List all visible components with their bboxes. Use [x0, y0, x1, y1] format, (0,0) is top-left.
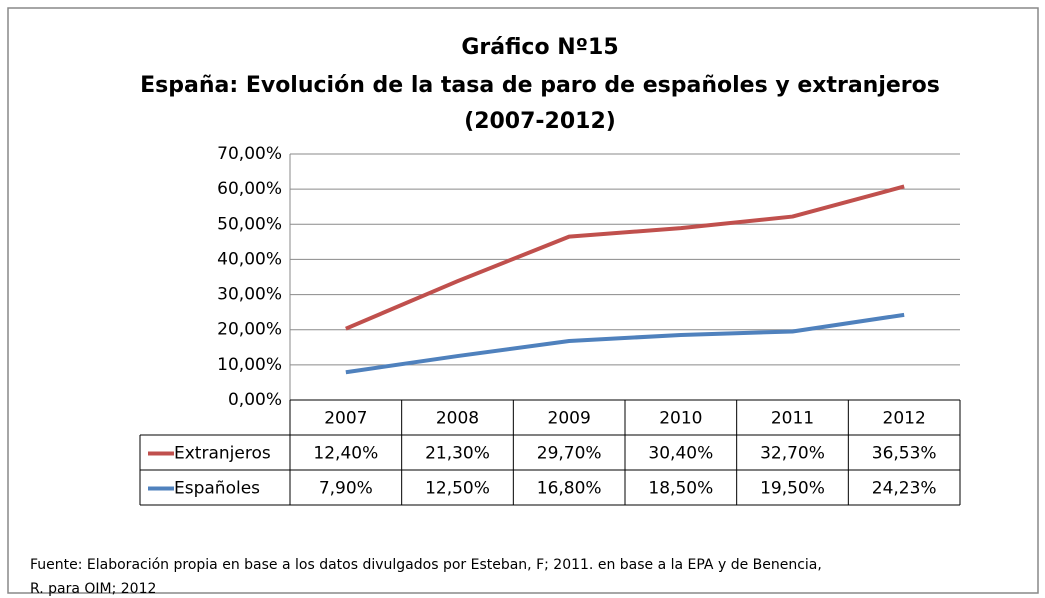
- chart-period: (2007-2012): [464, 109, 616, 134]
- y-tick-label: 70,00%: [217, 144, 282, 164]
- x-tick-label: 2011: [771, 409, 814, 429]
- x-tick-label: 2009: [548, 409, 591, 429]
- y-tick-label: 60,00%: [217, 179, 282, 199]
- y-tick-label: 50,00%: [217, 214, 282, 234]
- data-label: 32,70%: [760, 444, 825, 464]
- x-tick-label: 2012: [883, 409, 926, 429]
- line-series: [345, 312, 905, 375]
- legend-label: Españoles: [174, 479, 260, 499]
- y-tick-label: 30,00%: [217, 285, 282, 305]
- data-label: 29,70%: [537, 444, 602, 464]
- data-label: 24,23%: [872, 479, 937, 499]
- data-label: 30,40%: [648, 444, 713, 464]
- data-label: 12,50%: [425, 479, 490, 499]
- y-tick-label: 0,00%: [228, 390, 282, 410]
- source-note: R. para OIM; 2012: [30, 581, 156, 597]
- x-tick-label: 2008: [436, 409, 479, 429]
- y-tick-label: 40,00%: [217, 249, 282, 269]
- chart-title: Gráfico Nº15: [461, 35, 618, 60]
- y-tick-label: 10,00%: [217, 355, 282, 375]
- data-label: 36,53%: [872, 444, 937, 464]
- legend-label: Extranjeros: [174, 444, 271, 464]
- chart-frame: [7, 7, 1039, 594]
- chart-subtitle: España: Evolución de la tasa de paro de …: [140, 73, 940, 98]
- source-note: Fuente: Elaboración propia en base a los…: [30, 557, 822, 573]
- data-label: 7,90%: [319, 479, 373, 499]
- data-label: 21,30%: [425, 444, 490, 464]
- x-tick-label: 2010: [659, 409, 702, 429]
- data-label: 16,80%: [537, 479, 602, 499]
- data-label: 12,40%: [313, 444, 378, 464]
- data-label: 19,50%: [760, 479, 825, 499]
- y-tick-label: 20,00%: [217, 320, 282, 340]
- x-tick-label: 2007: [324, 409, 367, 429]
- data-label: 18,50%: [648, 479, 713, 499]
- line-series: [345, 184, 905, 331]
